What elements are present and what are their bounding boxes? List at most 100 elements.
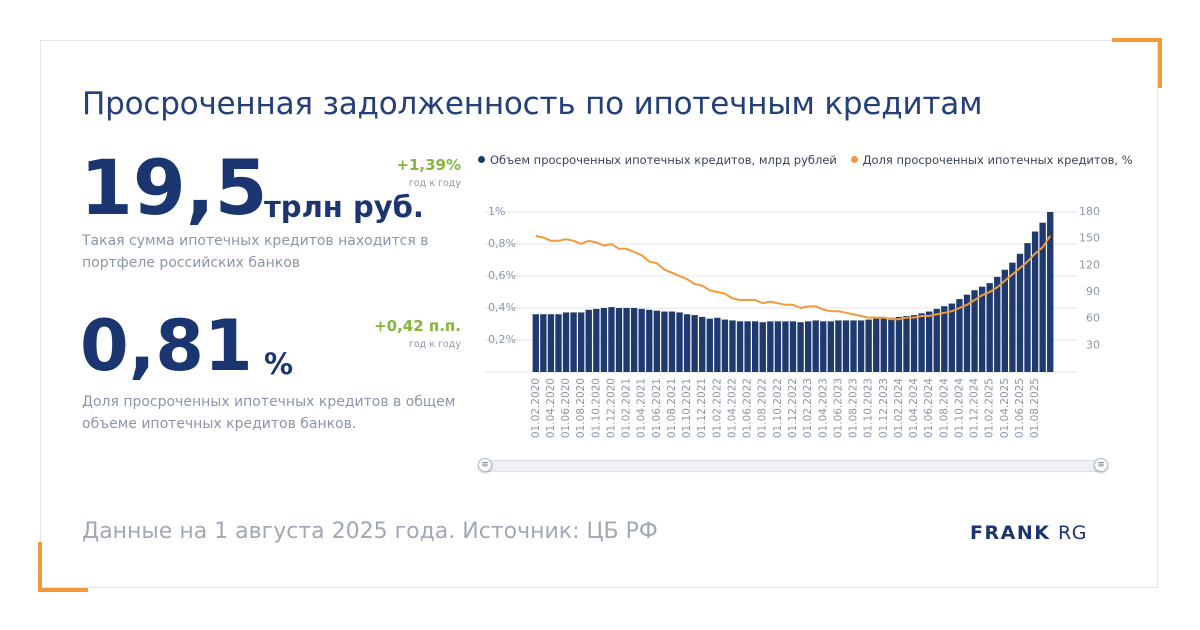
x-tick-label: 01.02.2022	[711, 378, 723, 438]
x-tick-label: 01.10.2020	[590, 378, 602, 438]
bar	[1016, 253, 1024, 372]
bar	[1009, 262, 1016, 372]
bar	[683, 314, 691, 372]
bar	[585, 309, 592, 372]
x-tick-label: 01.08.2024	[938, 378, 950, 438]
y-right-tick-label: 120	[1079, 258, 1100, 271]
metric-delta-share: +0,42 п.п.	[374, 317, 461, 335]
scrollbar-left-handle[interactable]: ≡	[478, 458, 492, 472]
bar	[721, 319, 729, 372]
y-left-tick-label: 0,8%	[488, 237, 516, 250]
bar	[880, 317, 887, 372]
x-tick-label: 01.06.2025	[1014, 378, 1026, 438]
x-tick-label: 01.02.2023	[802, 378, 814, 438]
corner-accent-top-right	[1112, 38, 1162, 42]
bar	[956, 299, 963, 372]
x-tick-label: 01.08.2025	[1029, 378, 1041, 438]
brand-logo-bold: FRANK	[970, 522, 1051, 544]
x-tick-label: 01.06.2022	[742, 378, 754, 438]
x-tick-label: 01.08.2021	[666, 378, 678, 438]
bar	[812, 320, 819, 372]
card-frame	[40, 40, 1158, 588]
data-source-note: Данные на 1 августа 2025 года. Источник:…	[82, 519, 658, 544]
metric-description-share: Доля просроченных ипотечных кредитов в о…	[82, 394, 456, 432]
y-left-tick-label: 1%	[488, 205, 505, 218]
metric-delta-total: +1,39%	[396, 156, 461, 174]
chart-range-scrollbar[interactable]: ≡ ≡	[478, 458, 1108, 474]
bar	[729, 320, 736, 372]
bar	[789, 321, 797, 372]
x-tick-label: 01.06.2021	[651, 378, 663, 438]
x-tick-label: 01.04.2020	[545, 378, 557, 438]
bar	[532, 314, 539, 372]
x-tick-label: 01.08.2022	[757, 378, 769, 438]
scrollbar-track[interactable]	[484, 460, 1102, 472]
scrollbar-right-handle[interactable]: ≡	[1094, 458, 1108, 472]
x-tick-label: 01.04.2025	[999, 378, 1011, 438]
bar	[888, 317, 895, 372]
bar	[714, 317, 721, 372]
bar	[1001, 269, 1009, 372]
x-tick-label: 01.04.2021	[636, 378, 648, 438]
bar	[630, 308, 638, 372]
bar	[797, 322, 804, 372]
y-left-tick-label: 0,6%	[488, 269, 516, 282]
legend-item-share[interactable]: Доля просроченных ипотечных кредитов, %	[850, 153, 1133, 167]
x-tick-label: 01.06.2020	[560, 378, 572, 438]
bar	[744, 321, 751, 372]
bar	[570, 312, 577, 372]
bar	[540, 314, 547, 372]
bar	[547, 314, 555, 372]
bar	[676, 312, 683, 372]
chart-legend: Объем просроченных ипотечных кредитов, м…	[478, 152, 1143, 167]
x-tick-label: 01.12.2021	[696, 378, 708, 438]
legend-label-volume: Объем просроченных ипотечных кредитов, м…	[490, 152, 837, 167]
y-left-tick-label: 0,4%	[488, 301, 516, 314]
x-tick-label: 01.02.2021	[621, 378, 633, 438]
bar	[933, 308, 940, 372]
x-tick-label: 01.04.2022	[726, 378, 738, 438]
bar	[804, 321, 812, 372]
bar	[555, 314, 562, 372]
bar	[577, 312, 585, 372]
bar	[661, 311, 668, 372]
legend-line-swatch	[850, 156, 858, 163]
brand-logo-light: RG	[1058, 522, 1087, 544]
bar	[918, 313, 925, 372]
bar	[759, 322, 766, 372]
x-tick-label: 01.02.2024	[893, 378, 905, 438]
bar	[562, 312, 570, 372]
bar	[1039, 222, 1046, 372]
y-right-tick-label: 60	[1086, 312, 1100, 325]
y-right-tick-label: 180	[1079, 205, 1100, 218]
bar	[910, 315, 918, 372]
bar	[653, 310, 661, 372]
bar	[767, 321, 774, 372]
bar	[948, 303, 956, 372]
bar	[820, 321, 827, 372]
bar	[1024, 243, 1031, 372]
page-title: Просроченная задолженность по ипотечным …	[82, 86, 983, 122]
legend-item-volume[interactable]: Объем просроченных ипотечных кредитов, м…	[478, 153, 837, 167]
x-tick-label: 01.02.2020	[530, 378, 542, 438]
x-tick-label: 01.02.2025	[984, 378, 996, 438]
bar	[925, 311, 933, 372]
bar	[782, 321, 789, 372]
y-right-tick-label: 90	[1086, 285, 1100, 298]
x-tick-label: 01.08.2020	[575, 378, 587, 438]
metric-delta-note-total: год к году	[408, 178, 461, 189]
corner-accent-bottom-left	[38, 588, 88, 592]
x-tick-label: 01.12.2022	[787, 378, 799, 438]
bar	[978, 286, 986, 372]
bar	[593, 308, 600, 372]
bar	[903, 316, 910, 372]
bar	[971, 290, 978, 372]
metric-unit-total: трлн руб.	[264, 190, 424, 224]
bar	[1047, 212, 1054, 372]
y-right-tick-label: 30	[1086, 338, 1100, 351]
x-tick-label: 01.10.2021	[681, 378, 693, 438]
x-tick-label: 01.08.2023	[848, 378, 860, 438]
bar	[774, 321, 782, 372]
brand-logo: FRANK RG	[970, 522, 1087, 544]
corner-accent-bottom-left	[38, 542, 42, 592]
